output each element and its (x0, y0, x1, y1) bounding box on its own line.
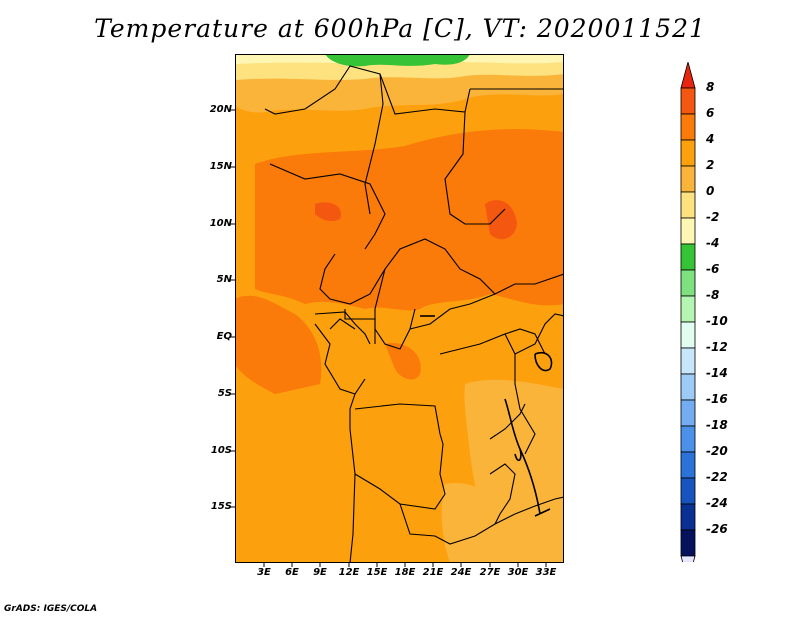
colorbar-label: -6 (706, 262, 720, 276)
temperature-field (235, 54, 564, 563)
colorbar-label: -20 (706, 444, 728, 458)
colorbar-swatch (680, 477, 696, 505)
lake-outlines (420, 315, 553, 517)
colorbar-swatch (680, 62, 696, 89)
colorbar-swatch (680, 139, 696, 167)
y-tick-label: 5N (216, 274, 232, 285)
colorbar-label: -10 (706, 314, 728, 328)
colorbar-swatch (680, 321, 696, 349)
map-border (235, 54, 564, 563)
colorbar-swatch (680, 529, 696, 557)
colorbar-label: -4 (706, 236, 720, 250)
x-tick-label: 18E (394, 567, 416, 578)
colorbar-label: 0 (706, 184, 715, 198)
y-tick-label: 20N (209, 104, 232, 115)
temperature-map (235, 54, 564, 563)
colorbar-label: -22 (706, 470, 728, 484)
colorbar-label: -26 (706, 522, 728, 536)
colorbar-label: -18 (706, 418, 728, 432)
field-4-to-6-coast (235, 295, 322, 394)
x-tick-label: 6E (285, 567, 299, 578)
colorbar-label: 6 (706, 106, 715, 120)
colorbar-swatch (680, 243, 696, 271)
colorbar-swatch (680, 269, 696, 297)
grads-credit: GrADS: IGES/COLA (4, 604, 98, 614)
colorbar-label: -24 (706, 496, 728, 510)
x-tick-label: 24E (450, 567, 472, 578)
colorbar-label: 2 (706, 158, 715, 172)
colorbar-swatch (680, 373, 696, 401)
colorbar-swatch (680, 503, 696, 531)
colorbar (680, 62, 696, 562)
x-tick-label: 9E (313, 567, 327, 578)
colorbar-label: -12 (706, 340, 728, 354)
colorbar-swatch (680, 347, 696, 375)
x-tick-label: 3E (257, 567, 271, 578)
field-6-to-8-east (485, 200, 517, 240)
colorbar-label: -2 (706, 210, 720, 224)
field-6-to-8-west (315, 202, 341, 222)
colorbar-swatch (680, 165, 696, 193)
field-minus6-to-minus4 (325, 54, 470, 67)
colorbar-label: 4 (706, 132, 715, 146)
y-tick-label: EQ (216, 331, 232, 342)
colorbar-swatch (680, 399, 696, 427)
colorbar-swatch (680, 555, 696, 562)
x-tick-label: 33E (535, 567, 557, 578)
colorbar-swatch (680, 295, 696, 323)
country-borders (264, 65, 564, 563)
x-tick-label: 30E (507, 567, 529, 578)
colorbar-swatch (680, 217, 696, 245)
x-tick-label: 27E (479, 567, 501, 578)
x-tick-label: 21E (422, 567, 444, 578)
y-tick-label: 15N (209, 161, 232, 172)
colorbar-label: 8 (706, 80, 715, 94)
colorbar-swatch (680, 191, 696, 219)
colorbar-swatch (680, 87, 696, 115)
y-tick-label: 10S (210, 445, 232, 456)
y-tick-label: 5S (217, 388, 232, 399)
field-0-to-2-south (441, 483, 515, 563)
map-title: Temperature at 600hPa [C], VT: 202001152… (94, 14, 706, 43)
colorbar-swatch (680, 113, 696, 141)
x-tick-label: 12E (338, 567, 360, 578)
y-tick-label: 15S (210, 501, 232, 512)
field-4-to-6-basin (385, 343, 421, 380)
colorbar-label: -8 (706, 288, 720, 302)
colorbar-label: -14 (706, 366, 728, 380)
y-tick-label: 10N (209, 218, 232, 229)
field-4-to-6 (255, 129, 564, 311)
colorbar-swatch (680, 425, 696, 453)
colorbar-swatch (680, 451, 696, 479)
colorbar-label: -16 (706, 392, 728, 406)
x-tick-label: 15E (366, 567, 388, 578)
